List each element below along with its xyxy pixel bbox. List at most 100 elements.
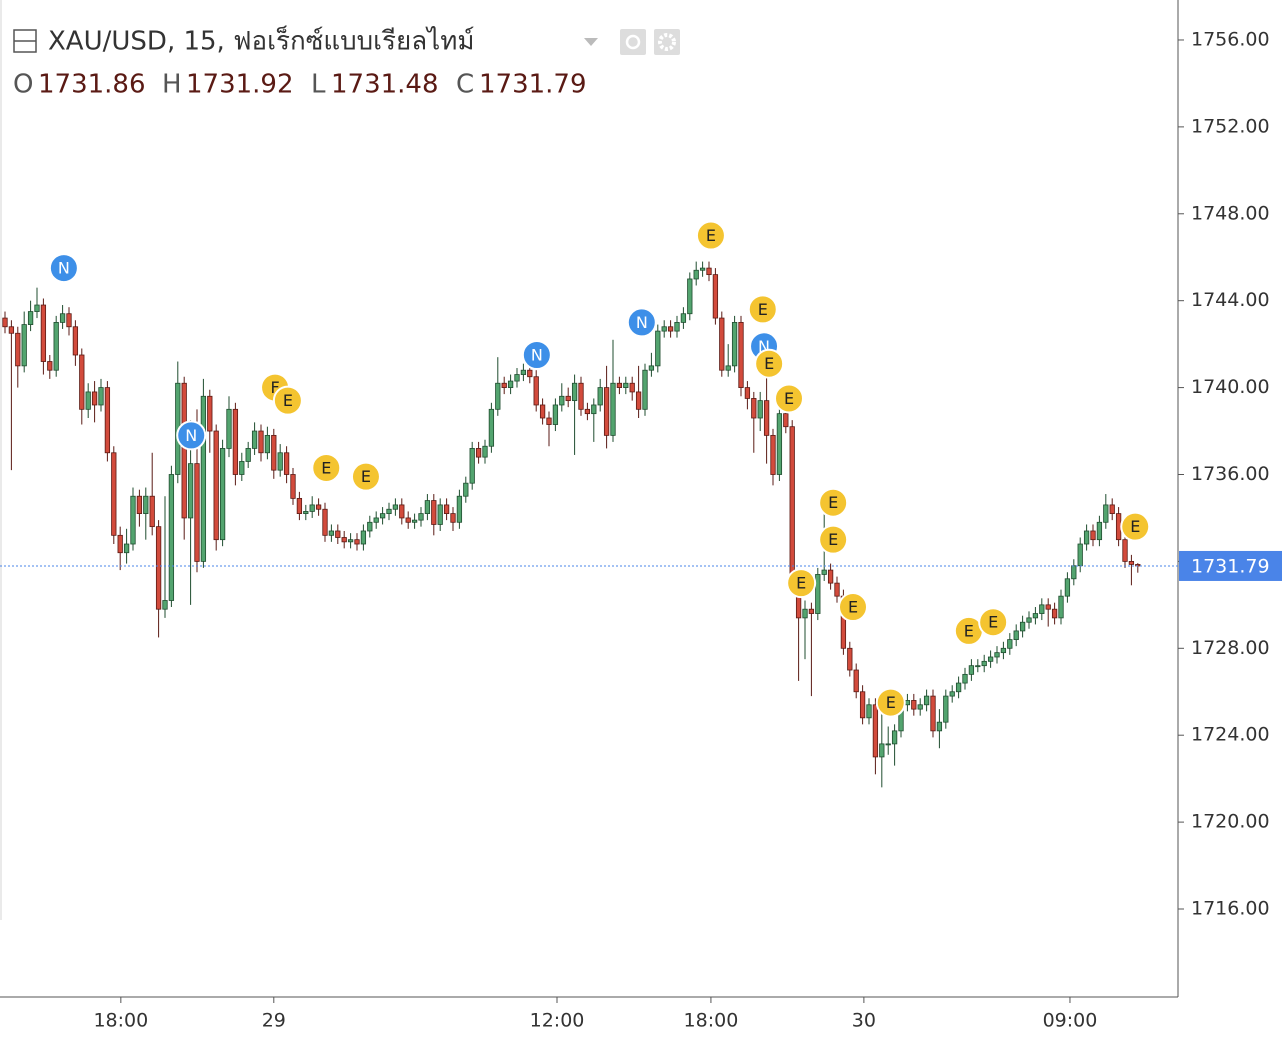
candle-body (507, 380, 514, 388)
candle-body (552, 404, 559, 425)
candle-body (853, 669, 859, 693)
event-marker[interactable]: E (818, 487, 849, 518)
candle-body (232, 408, 239, 475)
event-marker[interactable]: E (978, 607, 1009, 638)
candle-body (744, 387, 751, 399)
event-marker[interactable]: N (521, 340, 552, 371)
dropdown-arrow[interactable] (584, 38, 598, 46)
candle-body (981, 660, 987, 667)
ohlc-label: O (13, 70, 33, 100)
candle-body (53, 322, 59, 371)
candle-body (1103, 504, 1109, 523)
candle-body (968, 665, 975, 675)
ohlc-label: L (311, 70, 326, 100)
candle-body (239, 461, 245, 475)
event-marker[interactable]: E (786, 568, 817, 599)
candle-body (699, 267, 706, 271)
event-marker[interactable]: E (272, 385, 303, 416)
chart-title: XAU/USD, 15, ฟอเร็กซ์แบบเรียลไทม์ (48, 25, 475, 57)
candle-body (667, 326, 674, 332)
candle-body (1000, 647, 1007, 654)
y-tick-label: 1740.00 (1191, 376, 1270, 398)
ohlc-value: 1731.48 (331, 70, 439, 100)
candle-body (725, 365, 731, 371)
candle-body (539, 404, 546, 419)
event-letter: N (185, 426, 197, 445)
candle-body (47, 361, 53, 371)
event-letter: E (764, 354, 774, 373)
candle-body (21, 324, 27, 367)
candle-body (834, 582, 840, 597)
candle-body (1032, 613, 1039, 619)
event-marker[interactable]: E (1120, 511, 1151, 542)
candle-body (1019, 621, 1026, 632)
event-marker[interactable]: N (48, 253, 79, 284)
event-marker[interactable]: E (747, 294, 778, 325)
candle-body (79, 354, 85, 410)
candle-body (1045, 604, 1051, 610)
candle-body (1090, 530, 1096, 541)
event-marker[interactable]: E (875, 687, 906, 718)
settings-button[interactable] (654, 29, 680, 55)
candle-body (251, 430, 258, 449)
candle-body (123, 543, 130, 554)
candle-body (1096, 521, 1103, 541)
event-marker[interactable]: E (774, 383, 805, 414)
event-marker[interactable]: E (695, 220, 726, 251)
candle-body (283, 452, 290, 475)
candle-body (955, 682, 962, 693)
event-marker[interactable]: E (818, 524, 849, 555)
candle-body (27, 311, 34, 325)
candle-body (751, 398, 757, 419)
event-letter: E (828, 530, 838, 549)
event-marker[interactable]: N (626, 307, 657, 338)
y-tick-label: 1724.00 (1191, 724, 1270, 746)
gear-icon (658, 33, 676, 51)
candle-body (610, 382, 616, 436)
candle-body (309, 504, 315, 512)
event-letter: E (283, 391, 293, 410)
candle-body (789, 426, 795, 584)
event-marker[interactable]: N (176, 420, 207, 451)
event-badge (754, 348, 785, 379)
event-letter: E (828, 493, 838, 512)
candle-body (335, 530, 341, 538)
event-marker[interactable]: E (311, 452, 342, 483)
candle-body (1058, 595, 1064, 619)
event-badge (626, 307, 657, 338)
y-tick-label: 1736.00 (1191, 463, 1270, 485)
candle-body (1071, 565, 1077, 580)
event-marker[interactable]: E (350, 461, 381, 492)
last-price-label: 1731.79 (1191, 555, 1270, 577)
candle-body (1122, 539, 1128, 562)
candle-body (187, 463, 194, 519)
candle-body (815, 574, 821, 614)
candle-body (245, 448, 251, 462)
event-marker[interactable]: E (754, 348, 785, 379)
candle-body (463, 482, 469, 497)
last-price-tag (1179, 550, 1282, 581)
candle-body (527, 369, 533, 378)
event-letter: N (636, 313, 648, 332)
candle-body (226, 408, 232, 449)
candle-body (219, 448, 226, 541)
candle-body (271, 434, 277, 471)
eye-button[interactable] (620, 29, 646, 55)
y-tick-label: 1720.00 (1191, 811, 1270, 833)
candle-body (693, 269, 699, 280)
candle-body (450, 513, 456, 523)
candle-body (104, 387, 111, 454)
candle-body (917, 704, 923, 710)
event-letter: E (706, 226, 716, 245)
candle-body (379, 513, 386, 519)
candle-body (943, 695, 949, 723)
candle-body (584, 408, 591, 415)
candle-body (975, 665, 981, 668)
candle-body (200, 395, 207, 562)
x-tick-label: 12:00 (530, 1010, 585, 1032)
candle-body (1039, 604, 1045, 614)
candle-body (514, 374, 520, 382)
event-marker[interactable]: E (838, 592, 869, 623)
